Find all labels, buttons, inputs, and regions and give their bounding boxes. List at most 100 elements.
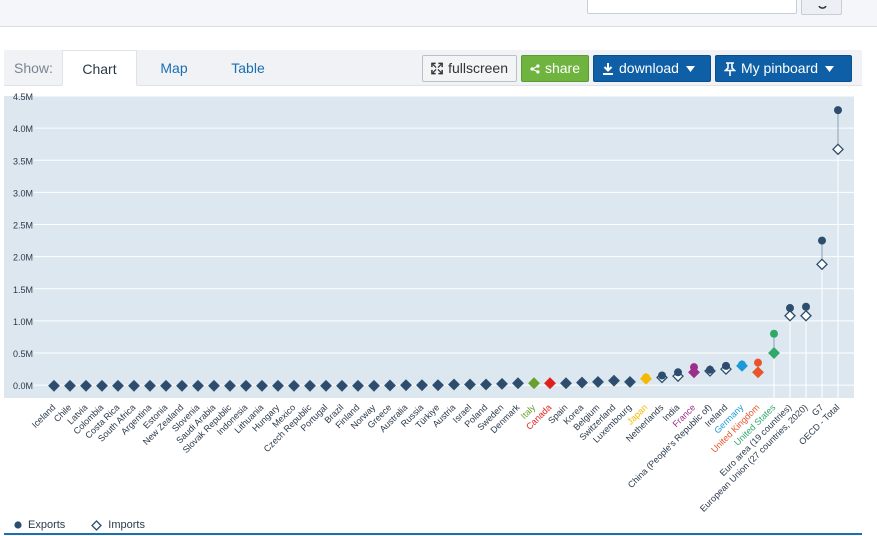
export-marker[interactable] — [322, 381, 330, 390]
header-link-fragment[interactable] — [547, 0, 552, 2]
export-marker[interactable] — [706, 365, 714, 374]
panel-bottom-rule — [4, 533, 862, 535]
fullscreen-label: fullscreen — [448, 60, 508, 76]
share-label: share — [544, 60, 580, 76]
tab-map[interactable]: Map — [160, 60, 188, 76]
y-tick-label: 2.0M — [13, 253, 33, 263]
export-marker[interactable] — [50, 381, 58, 390]
export-marker[interactable] — [130, 381, 138, 390]
legend-item-exports[interactable]: Exports — [14, 519, 65, 531]
legend-item-imports[interactable]: Imports — [91, 519, 145, 531]
search-icon — [817, 6, 827, 9]
export-marker[interactable] — [546, 379, 554, 388]
y-tick-label: 0.0M — [13, 381, 33, 391]
export-marker[interactable] — [626, 377, 634, 386]
download-label: download — [619, 60, 679, 76]
export-marker[interactable] — [498, 379, 506, 388]
y-tick-label: 4.5M — [13, 92, 33, 102]
scatter-chart: 4.5M 4.0M 3.5M 3.0M 2.5M 2.0M 1.5M 1.0M 0.5M 0.0M… — [4, 92, 854, 514]
export-marker[interactable] — [194, 381, 202, 390]
export-marker[interactable] — [754, 358, 762, 367]
export-marker[interactable] — [82, 381, 90, 390]
export-marker[interactable] — [66, 381, 74, 390]
export-marker[interactable] — [786, 304, 794, 313]
export-marker[interactable] — [258, 381, 266, 390]
y-tick-label: 1.5M — [13, 285, 33, 295]
export-marker[interactable] — [418, 381, 426, 390]
import-marker[interactable] — [800, 309, 812, 322]
caret-down-icon — [825, 65, 835, 72]
import-marker[interactable] — [832, 143, 844, 156]
y-tick-label: 2.5M — [13, 221, 33, 231]
export-marker[interactable] — [338, 381, 346, 390]
legend-label-exports: Exports — [28, 519, 66, 531]
show-label: Show: — [14, 60, 53, 76]
export-marker[interactable] — [690, 363, 698, 372]
export-marker[interactable] — [290, 381, 298, 390]
export-marker[interactable] — [642, 373, 650, 382]
export-marker[interactable] — [450, 380, 458, 389]
tab-chart[interactable]: Chart — [62, 50, 137, 86]
y-tick-label: 3.5M — [13, 156, 33, 166]
export-marker[interactable] — [274, 381, 282, 390]
import-marker[interactable] — [784, 309, 796, 322]
export-marker[interactable] — [530, 379, 538, 388]
export-marker[interactable] — [178, 381, 186, 390]
export-marker[interactable] — [98, 381, 106, 390]
export-marker[interactable] — [594, 377, 602, 386]
pinboard-button[interactable]: My pinboard — [715, 55, 852, 82]
export-marker[interactable] — [370, 381, 378, 390]
export-marker[interactable] — [610, 376, 618, 385]
circle-marker-icon — [14, 521, 22, 529]
export-marker[interactable] — [162, 381, 170, 390]
fullscreen-button[interactable]: fullscreen — [422, 55, 517, 82]
export-marker[interactable] — [578, 378, 586, 387]
pin-icon — [724, 61, 736, 76]
plot-background — [4, 96, 854, 398]
import-marker[interactable] — [768, 347, 780, 359]
export-marker[interactable] — [466, 380, 474, 389]
toolbar: Show: Chart Map Table fullscreen share — [4, 50, 862, 86]
export-marker[interactable] — [818, 236, 826, 245]
site-header — [0, 0, 877, 27]
y-tick-label: 0.5M — [13, 349, 33, 359]
diamond-marker-icon — [91, 519, 103, 531]
download-icon — [603, 63, 613, 75]
export-marker[interactable] — [482, 380, 490, 389]
y-tick-label: 3.0M — [13, 188, 33, 198]
chart-area: 4.5M 4.0M 3.5M 3.0M 2.5M 2.0M 1.5M 1.0M 0.5M 0.0M… — [4, 86, 862, 536]
export-marker[interactable] — [834, 106, 842, 115]
download-button[interactable]: download — [593, 55, 711, 82]
export-marker[interactable] — [434, 381, 442, 390]
export-marker[interactable] — [114, 381, 122, 390]
export-marker[interactable] — [354, 381, 362, 390]
legend-label-imports: Imports — [108, 519, 145, 531]
export-marker[interactable] — [514, 379, 522, 388]
y-tick-label: 1.0M — [13, 317, 33, 327]
share-button[interactable]: share — [521, 55, 589, 82]
export-marker[interactable] — [674, 368, 682, 377]
export-marker[interactable] — [722, 361, 730, 370]
export-marker[interactable] — [738, 360, 746, 369]
export-marker[interactable] — [562, 379, 570, 388]
share-icon — [530, 63, 540, 74]
export-marker[interactable] — [146, 381, 154, 390]
indicator-panel: Show: Chart Map Table fullscreen share — [4, 50, 862, 536]
export-marker[interactable] — [210, 381, 218, 390]
import-marker[interactable] — [752, 366, 764, 379]
export-marker[interactable] — [658, 371, 666, 380]
pinboard-label: My pinboard — [741, 60, 819, 76]
import-marker[interactable] — [816, 258, 828, 271]
expand-icon — [431, 62, 443, 75]
tab-table[interactable]: Table — [231, 60, 265, 76]
export-marker[interactable] — [242, 381, 250, 390]
search-input[interactable] — [587, 0, 797, 14]
search-button[interactable] — [801, 0, 842, 15]
export-marker[interactable] — [386, 381, 394, 390]
caret-down-icon — [685, 65, 695, 72]
export-marker[interactable] — [226, 381, 234, 390]
export-marker[interactable] — [306, 381, 314, 390]
export-marker[interactable] — [770, 329, 778, 338]
export-marker[interactable] — [402, 381, 410, 390]
export-marker[interactable] — [802, 302, 810, 311]
